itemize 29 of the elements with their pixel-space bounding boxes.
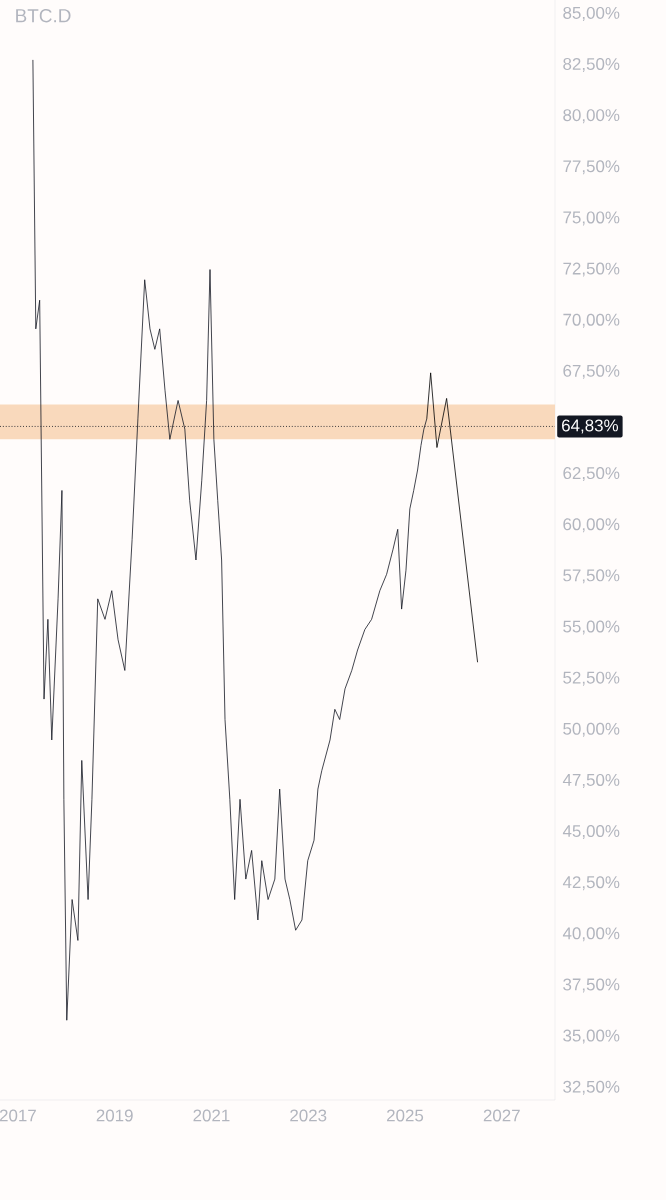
x-tick-label: 2019 [96, 1109, 133, 1122]
y-tick-label: 82,50% [563, 58, 620, 73]
y-tick-label: 35,00% [563, 1029, 620, 1044]
y-tick-label: 47,50% [562, 773, 620, 788]
x-tick-label: 2017 [0, 1109, 36, 1122]
y-tick-label: 62,50% [563, 467, 620, 482]
y-tick-label: 75,00% [563, 211, 620, 226]
y-tick-label: 52,50% [563, 671, 620, 686]
x-tick-label: 2027 [483, 1109, 520, 1122]
y-tick-label: 72,50% [563, 262, 620, 277]
chart-title: BTC.D [16, 8, 71, 23]
y-tick-label: 57,50% [563, 569, 620, 584]
y-tick-label: 32,50% [563, 1080, 620, 1095]
y-tick-label: 70,00% [563, 313, 620, 328]
y-tick-label: 50,00% [563, 722, 620, 737]
y-tick-label: 40,00% [562, 927, 620, 942]
y-tick-label: 37,50% [563, 978, 620, 993]
y-tick-label: 77,50% [563, 160, 620, 175]
y-tick-label: 67,50% [563, 364, 620, 379]
x-tick-label: 2023 [290, 1109, 327, 1122]
ref-line-label: 64,83% [562, 419, 619, 434]
y-tick-label: 42,50% [562, 876, 620, 891]
x-tick-label: 2021 [193, 1109, 230, 1122]
y-tick-label: 45,00% [562, 825, 620, 840]
y-tick-label: 85,00% [563, 6, 620, 21]
x-tick-label: 2025 [387, 1109, 424, 1122]
y-tick-label: 55,00% [563, 620, 620, 635]
y-tick-label: 60,00% [563, 518, 620, 533]
y-tick-label: 80,00% [563, 109, 620, 124]
